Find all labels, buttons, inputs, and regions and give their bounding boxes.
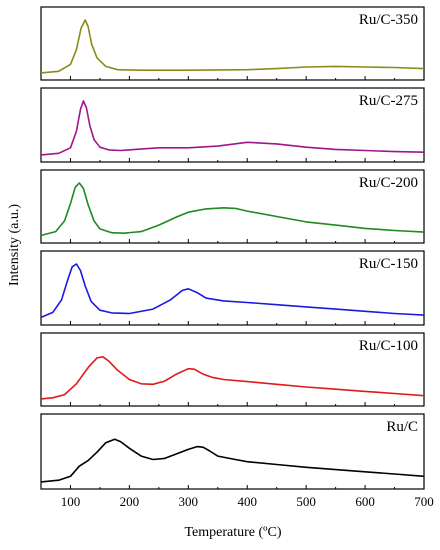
- series-label: Ru/C-100: [359, 338, 418, 354]
- series-label: Ru/C: [386, 419, 418, 435]
- x-tick-label: 600: [355, 494, 375, 509]
- x-axis: 100 200 300 400 500 600 700: [61, 494, 434, 509]
- series-line: [40, 100, 425, 156]
- panel-frame: [40, 169, 425, 244]
- series-line: [40, 182, 425, 237]
- panel-frame: [40, 413, 425, 490]
- series-line: [40, 438, 425, 483]
- series-label: Ru/C-200: [359, 175, 418, 191]
- panel-1: Ru/C-350: [40, 6, 425, 81]
- series-line: [40, 263, 425, 319]
- x-axis-title: Temperature (ºC): [184, 525, 281, 540]
- chart-panels: Ru/C-350 Ru/C-275 Ru/C-200 Ru/C-150 Ru/C-100…: [40, 6, 425, 490]
- panel-6: Ru/C: [40, 413, 425, 490]
- x-tick-label: 700: [414, 494, 434, 509]
- series-line: [40, 356, 425, 400]
- x-tick-label: 200: [120, 494, 140, 509]
- x-tick-label: 400: [237, 494, 257, 509]
- panel-2: Ru/C-275: [40, 87, 425, 163]
- series-line: [40, 19, 425, 74]
- panel-frame: [40, 6, 425, 81]
- panel-frame: [40, 87, 425, 163]
- series-label: Ru/C-150: [359, 256, 418, 272]
- y-axis-title: Intensity (a.u.): [7, 204, 22, 286]
- series-label: Ru/C-275: [359, 93, 418, 109]
- panel-frame: [40, 332, 425, 407]
- x-tick-label: 300: [179, 494, 199, 509]
- panel-3: Ru/C-200: [40, 169, 425, 244]
- x-tick-label: 100: [61, 494, 81, 509]
- series-label: Ru/C-350: [359, 12, 418, 28]
- panel-frame: [40, 250, 425, 326]
- panel-5: Ru/C-100: [40, 332, 425, 407]
- panel-4: Ru/C-150: [40, 250, 425, 326]
- x-tick-label: 500: [296, 494, 316, 509]
